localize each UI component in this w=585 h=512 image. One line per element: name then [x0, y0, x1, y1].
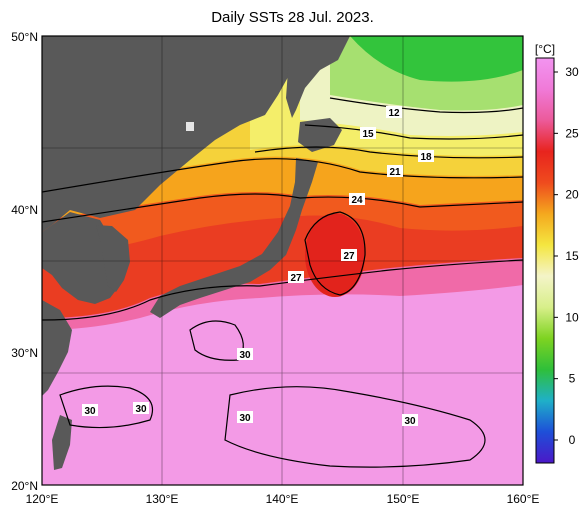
contour-label: 27 — [343, 251, 355, 262]
contour-label: 30 — [404, 416, 416, 427]
map-frame — [41, 35, 524, 486]
land-sakhalin — [286, 36, 350, 118]
y-tick-label: 50°N — [11, 30, 38, 44]
land-island-small — [186, 122, 194, 131]
land-korea — [96, 225, 130, 292]
contour-label: 30 — [84, 406, 96, 417]
ocean-cold-band — [350, 36, 523, 82]
contour-label: 30 — [239, 413, 251, 424]
y-tick-label: 40°N — [11, 203, 38, 217]
y-axis-ticks: 50°N 40°N 30°N 20°N — [11, 30, 38, 493]
land-taiwan — [52, 415, 72, 470]
land-asia-north — [42, 36, 300, 232]
colorbar: [°C] 0 5 10 15 20 25 30 — [535, 42, 579, 464]
colorbar-tick-label: 5 — [569, 372, 576, 386]
colorbar-unit: [°C] — [535, 42, 555, 56]
contour-label: 12 — [388, 108, 400, 119]
contour-label: 21 — [389, 167, 401, 178]
colorbar-tick-label: 10 — [565, 310, 579, 324]
contour-label: 30 — [135, 404, 147, 415]
contour-label: 30 — [239, 350, 251, 361]
x-axis-ticks: 120°E 130°E 140°E 150°E 160°E — [26, 492, 540, 506]
y-tick-label: 30°N — [11, 346, 38, 360]
map-area — [42, 36, 523, 485]
y-tick-label: 20°N — [11, 479, 38, 493]
contour-label: 15 — [362, 129, 374, 140]
contour-lines — [42, 97, 523, 468]
colorbar-tick-label: 20 — [565, 188, 579, 202]
warm-eddy — [305, 213, 365, 297]
x-tick-label: 130°E — [146, 492, 179, 506]
colorbar-tick-label: 15 — [565, 249, 579, 263]
x-tick-label: 140°E — [266, 492, 299, 506]
contour-label: 24 — [351, 195, 363, 206]
x-tick-label: 150°E — [387, 492, 420, 506]
colorbar-tick-label: 30 — [565, 65, 579, 79]
colorbar-tick-label: 25 — [565, 126, 579, 140]
colorbar-tick-label: 0 — [569, 433, 576, 447]
colorbar-scale — [535, 57, 555, 464]
grid-lines — [42, 36, 523, 485]
contour-label: 18 — [420, 152, 432, 163]
contour-label-group: 12 15 18 21 24 27 27 30 30 30 30 30 — [82, 106, 434, 427]
x-tick-label: 120°E — [26, 492, 59, 506]
contour-label: 27 — [290, 273, 302, 284]
x-tick-label: 160°E — [507, 492, 540, 506]
map-title: Daily SSTs 28 Jul. 2023. — [211, 9, 374, 26]
land-china-south — [42, 300, 72, 396]
